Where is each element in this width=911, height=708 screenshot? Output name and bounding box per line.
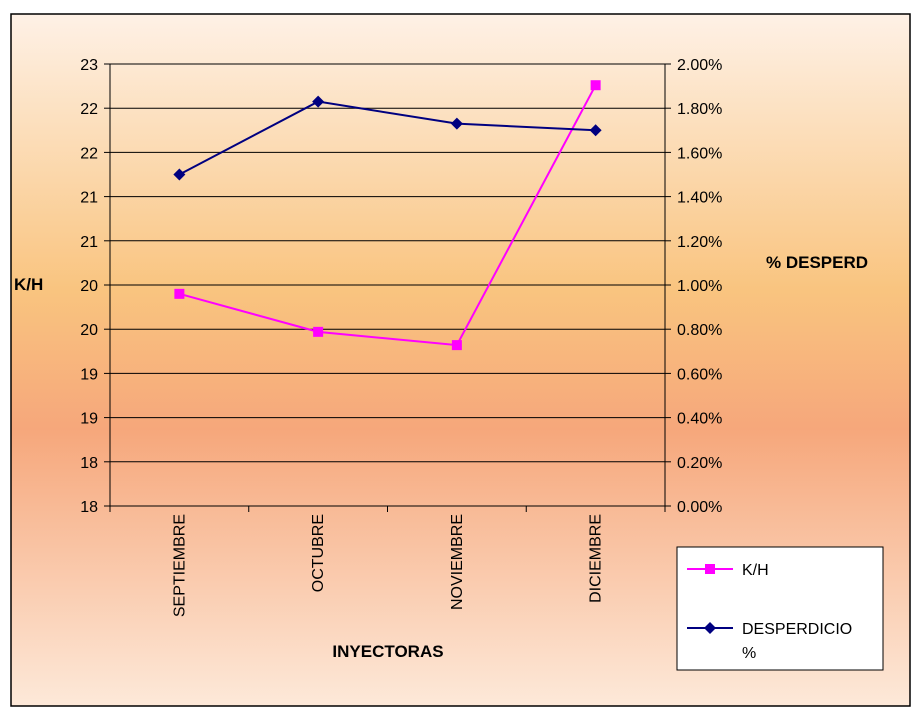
legend-label-desperdicio-line2: % xyxy=(742,645,756,662)
x-tick-label: NOVIEMBRE xyxy=(449,514,466,610)
series-0-point-0 xyxy=(174,288,185,299)
x-tick-label: DICIEMBRE xyxy=(588,514,605,603)
right-axis-ticks: 0.00% 0.20% 0.40% 0.60% 0.80% 1.00% 1.20% 1.40%… xyxy=(665,57,722,516)
y2-tick-label: 0.60% xyxy=(677,366,722,383)
y-axis-title: K/H xyxy=(14,275,43,294)
legend-marker-kh xyxy=(705,564,715,574)
series-0-point-2 xyxy=(451,340,462,351)
y2-tick-label: 1.60% xyxy=(677,145,722,162)
x-axis-title: INYECTORAS xyxy=(332,642,443,661)
y-tick-label: 21 xyxy=(80,190,98,207)
gridlines xyxy=(110,63,665,463)
series-0-point-1 xyxy=(313,326,324,337)
y2-axis-title: % DESPERD xyxy=(766,253,868,272)
series-0-point-3 xyxy=(590,80,601,91)
y-tick-label: 19 xyxy=(80,411,98,428)
y2-tick-label: 0.00% xyxy=(677,499,722,516)
series-1-point-3 xyxy=(589,124,602,137)
series-line-1 xyxy=(178,100,596,176)
y-tick-label: 18 xyxy=(80,499,98,516)
legend-marker-desperdicio xyxy=(704,622,716,634)
y-tick-label: 21 xyxy=(80,234,98,251)
x-tick-label: SEPTIEMBRE xyxy=(171,514,188,617)
series-layer xyxy=(173,80,602,351)
y2-tick-label: 1.40% xyxy=(677,190,722,207)
y-tick-label: 23 xyxy=(80,57,98,74)
left-axis-ticks: 18 18 19 19 20 20 21 21 22 22 23 xyxy=(80,57,110,516)
series-line-0 xyxy=(179,84,597,347)
y2-tick-label: 2.00% xyxy=(677,57,722,74)
series-1-point-2 xyxy=(450,117,463,130)
y2-tick-label: 1.80% xyxy=(677,101,722,118)
y-tick-label: 20 xyxy=(80,322,98,339)
y2-tick-label: 1.00% xyxy=(677,278,722,295)
series-1-point-0 xyxy=(173,168,186,181)
y2-tick-label: 0.80% xyxy=(677,322,722,339)
y2-tick-label: 1.20% xyxy=(677,234,722,251)
legend: K/H DESPERDICIO % xyxy=(676,546,884,671)
y-tick-label: 19 xyxy=(80,366,98,383)
legend-label-desperdicio: DESPERDICIO xyxy=(742,621,852,638)
y2-tick-label: 0.20% xyxy=(677,455,722,472)
x-axis-ticks: SEPTIEMBRE OCTUBRE NOVIEMBRE DICIEMBRE xyxy=(109,506,666,617)
y2-tick-label: 0.40% xyxy=(677,411,722,428)
y-tick-label: 22 xyxy=(80,101,98,118)
y-tick-label: 20 xyxy=(80,278,98,295)
legend-label-kh: K/H xyxy=(742,562,769,579)
series-1-point-1 xyxy=(312,95,325,108)
y-tick-label: 22 xyxy=(80,145,98,162)
y-tick-label: 18 xyxy=(80,455,98,472)
x-tick-label: OCTUBRE xyxy=(310,514,327,592)
